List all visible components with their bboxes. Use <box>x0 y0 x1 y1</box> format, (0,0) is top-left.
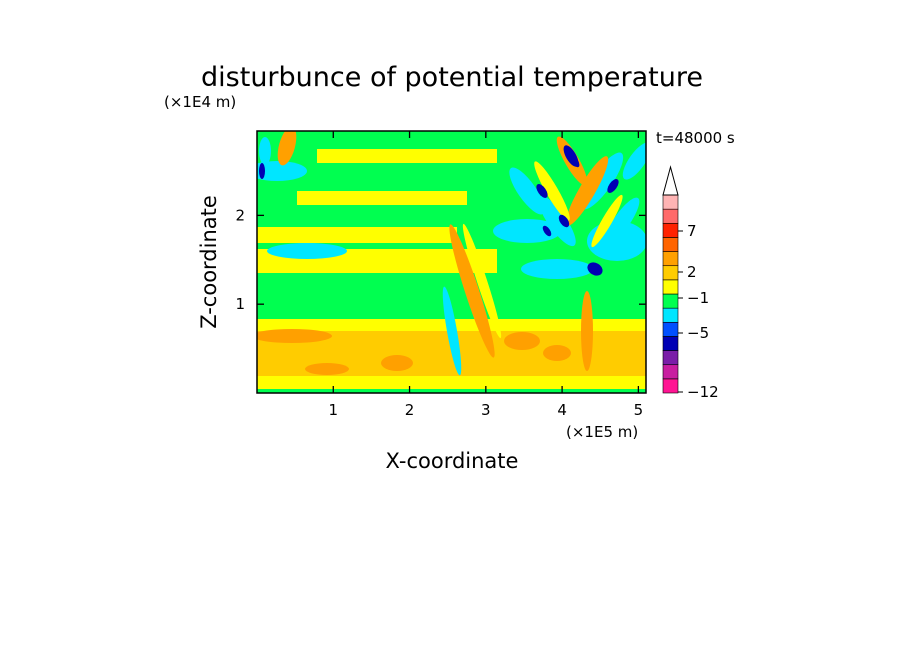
field-cold-core <box>607 179 619 193</box>
field-warm-wave <box>581 291 593 371</box>
field-warm-wave <box>534 161 570 221</box>
field-band-mid2 <box>257 227 457 243</box>
x-tick-label: 1 <box>329 401 339 419</box>
colorbar-segment <box>662 265 679 281</box>
colorbar-label: 7 <box>687 222 697 240</box>
colorbar-label: 2 <box>687 263 697 281</box>
chart-title: disturbunce of potential temperature <box>201 62 703 93</box>
x-axis-ticks: 1 2 3 4 5 <box>329 131 644 419</box>
y-tick-label: 1 <box>235 295 245 313</box>
colorbar-label: −12 <box>687 383 719 401</box>
y-tick-label: 2 <box>235 206 245 224</box>
field-band-upper <box>297 191 467 205</box>
x-axis-label: X-coordinate <box>386 449 519 473</box>
colorbar-segment <box>662 222 679 238</box>
field-cool-wave <box>538 195 576 247</box>
field-warm-wave <box>591 194 623 248</box>
contour-field <box>257 131 646 393</box>
colorbar-segment <box>662 251 679 267</box>
colorbar-segment <box>662 208 679 224</box>
y-axis-unit: (×1E4 m) <box>164 93 236 111</box>
field-cool-wave <box>509 167 545 215</box>
y-axis-ticks: 12 <box>235 206 646 313</box>
y-axis-label: Z-coordinate <box>197 195 221 329</box>
field-cool-patch <box>267 243 347 259</box>
field-cold-core <box>536 184 548 198</box>
x-axis-unit: (×1E5 m) <box>566 423 638 441</box>
field-cool-wave <box>622 142 646 180</box>
field-cool-patch <box>257 161 307 181</box>
field-warm-patch <box>257 329 332 343</box>
plot-frame <box>256 130 647 394</box>
field-cool-patch <box>259 137 271 165</box>
field-warm-wave <box>277 131 297 166</box>
field-wave-streak <box>442 286 462 376</box>
x-tick-label: 3 <box>481 401 491 419</box>
colorbar-segment <box>662 336 679 351</box>
field-band-top <box>317 149 497 163</box>
colorbar-segment <box>662 321 679 337</box>
field-cold-core <box>558 214 570 228</box>
colorbar-segment <box>662 279 679 295</box>
x-tick-label: 4 <box>557 401 567 419</box>
field-band-floor <box>257 389 646 393</box>
x-tick-label: 2 <box>405 401 415 419</box>
colorbar-segment <box>662 194 679 210</box>
field-warm-patch <box>381 355 413 371</box>
colorbar-label: −1 <box>687 289 709 307</box>
field-cool-wave <box>604 197 640 245</box>
field-warm-patch <box>504 332 540 350</box>
field-cold-core <box>259 163 265 179</box>
field-warm-patch <box>543 345 571 361</box>
field-cool-patch <box>493 219 561 243</box>
field-warm-patch <box>305 363 349 375</box>
colorbar-segment <box>662 378 679 394</box>
field-band-bottom <box>257 377 646 385</box>
field-cold-core <box>542 225 552 237</box>
field-wave-streak <box>462 223 502 339</box>
colorbar-segment <box>662 350 679 366</box>
field-cold-core <box>587 262 603 276</box>
time-label: t=48000 s <box>656 129 735 147</box>
colorbar-label: −5 <box>687 324 709 342</box>
x-tick-label: 5 <box>634 401 644 419</box>
colorbar-segment <box>662 364 679 380</box>
colorbar-overflow-arrow <box>662 165 679 196</box>
field-cool-patch <box>521 259 593 279</box>
colorbar: 7 2 −1 −5 −12 <box>662 165 719 401</box>
field-cold-core <box>570 154 580 168</box>
colorbar-segment <box>662 293 679 309</box>
field-wave-streak <box>449 224 495 358</box>
colorbar-segment <box>662 307 679 323</box>
colorbar-segment <box>662 237 679 252</box>
field-warm-wave <box>565 156 609 226</box>
